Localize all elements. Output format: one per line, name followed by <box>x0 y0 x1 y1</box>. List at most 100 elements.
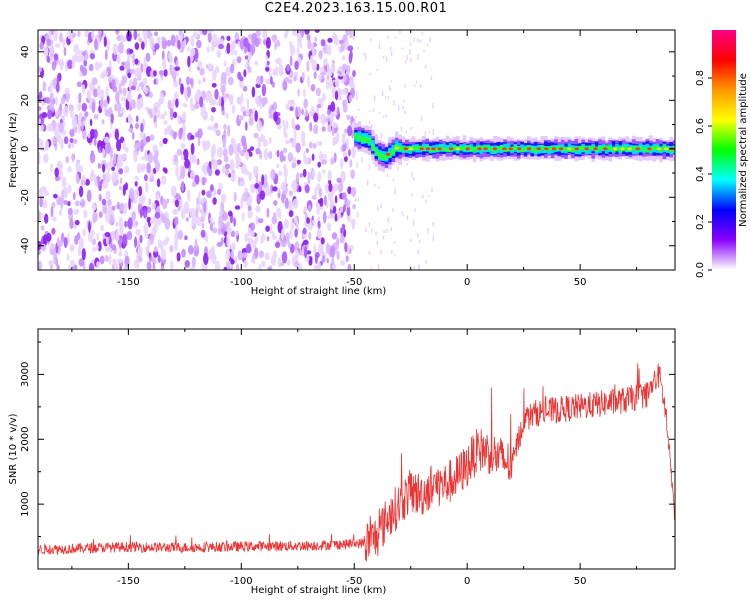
heatmap-cell <box>469 146 473 152</box>
heatmap-cell <box>256 120 263 132</box>
snr-y-tick-label: 2000 <box>20 427 31 452</box>
heatmap-cell <box>78 258 85 267</box>
snr-x-tick-label: -50 <box>346 576 362 587</box>
heatmap-cell <box>78 185 84 198</box>
heatmap-cell <box>292 198 299 209</box>
heatmap-cell <box>427 227 429 234</box>
heatmap-cell <box>43 153 49 164</box>
heatmap-cell <box>182 129 186 142</box>
heatmap-cell <box>268 151 273 160</box>
heatmap-cell <box>225 112 229 119</box>
heatmap-cell <box>220 237 224 245</box>
heatmap-cell <box>645 143 650 152</box>
heatmap-cell <box>632 145 636 150</box>
heatmap-cell <box>197 90 203 97</box>
heatmap-y-axis-title: Frequency (Hz) <box>8 112 19 188</box>
heatmap-cell <box>330 213 335 219</box>
heatmap-cell <box>245 169 249 176</box>
heatmap-cell <box>161 212 165 220</box>
heatmap-cell <box>419 147 424 151</box>
heatmap-cell <box>368 222 371 228</box>
heatmap-cell <box>184 260 190 268</box>
heatmap-cell <box>250 112 254 119</box>
heatmap-cell <box>102 203 108 215</box>
heatmap-cell <box>304 30 310 35</box>
heatmap-cell <box>321 126 326 132</box>
heatmap-cell <box>89 82 93 91</box>
heatmap-cell <box>294 228 298 238</box>
heatmap-cell <box>250 183 256 194</box>
heatmap-cell <box>178 77 182 86</box>
heatmap-cell <box>479 145 484 150</box>
heatmap-cell <box>39 124 44 131</box>
heatmap-cell <box>118 237 123 249</box>
heatmap-cell <box>189 77 194 86</box>
heatmap-cell <box>266 60 270 66</box>
heatmap-cell <box>332 136 336 146</box>
heatmap-cell <box>336 250 340 260</box>
heatmap-cell <box>452 145 457 150</box>
heatmap-cell <box>38 139 44 150</box>
heatmap-cell <box>289 106 294 111</box>
heatmap-cell <box>328 196 333 202</box>
heatmap-cell <box>186 217 189 222</box>
heatmap-cell <box>331 126 335 137</box>
heatmap-cell <box>386 56 388 62</box>
heatmap-cell <box>376 240 378 246</box>
heatmap-cell <box>143 56 146 68</box>
heatmap-cell <box>251 32 258 45</box>
heatmap-cell <box>378 152 382 159</box>
heatmap-cell <box>581 145 585 151</box>
heatmap-cell <box>272 186 278 192</box>
heatmap-cell <box>365 227 367 232</box>
heatmap-cell <box>385 114 387 118</box>
heatmap-cell <box>415 81 418 84</box>
heatmap-cell <box>322 92 326 102</box>
heatmap-cell <box>253 165 259 177</box>
heatmap-cell <box>261 97 266 108</box>
heatmap-cell <box>279 150 284 163</box>
heatmap-cell <box>409 49 411 55</box>
heatmap-cell <box>352 203 356 210</box>
heatmap-cell <box>334 213 338 222</box>
heatmap-cell <box>161 249 167 261</box>
heatmap-cell <box>297 88 300 97</box>
heatmap-cell <box>146 32 153 38</box>
heatmap-cell <box>406 55 408 61</box>
heatmap-cell <box>404 110 406 114</box>
heatmap-cell <box>89 53 95 60</box>
heatmap-cell <box>380 204 382 208</box>
heatmap-cell <box>76 232 81 241</box>
heatmap-cell <box>109 158 114 168</box>
heatmap-cell <box>327 170 332 181</box>
heatmap-cell <box>86 189 92 203</box>
heatmap-cell <box>161 50 165 61</box>
heatmap-cell <box>247 210 253 219</box>
heatmap-cell <box>230 242 236 251</box>
heatmap-cell <box>38 66 42 73</box>
heatmap-cell <box>70 107 74 119</box>
heatmap-cell <box>55 96 58 106</box>
heatmap-cell <box>608 146 612 151</box>
heatmap-cell <box>98 211 103 219</box>
page-title: C2E4.2023.163.15.00.R01 <box>264 1 448 16</box>
heatmap-cell <box>345 30 350 36</box>
heatmap-cell <box>558 147 564 151</box>
heatmap-cell <box>284 77 290 82</box>
heatmap-cell <box>201 90 207 101</box>
heatmap-cell <box>239 181 246 187</box>
heatmap-cell <box>448 147 454 151</box>
heatmap-cell <box>212 143 216 155</box>
heatmap-cell <box>221 71 227 84</box>
heatmap-cell <box>276 124 282 130</box>
heatmap-cell <box>225 66 231 77</box>
heatmap-cell <box>105 190 111 200</box>
heatmap-cell <box>56 264 60 270</box>
heatmap-cell <box>66 253 70 261</box>
heatmap-cell <box>390 80 392 83</box>
heatmap-cell <box>326 73 330 81</box>
heatmap-cell <box>369 73 371 76</box>
heatmap-cell <box>321 154 328 159</box>
heatmap-cell <box>225 248 231 260</box>
heatmap-cell <box>207 30 213 33</box>
